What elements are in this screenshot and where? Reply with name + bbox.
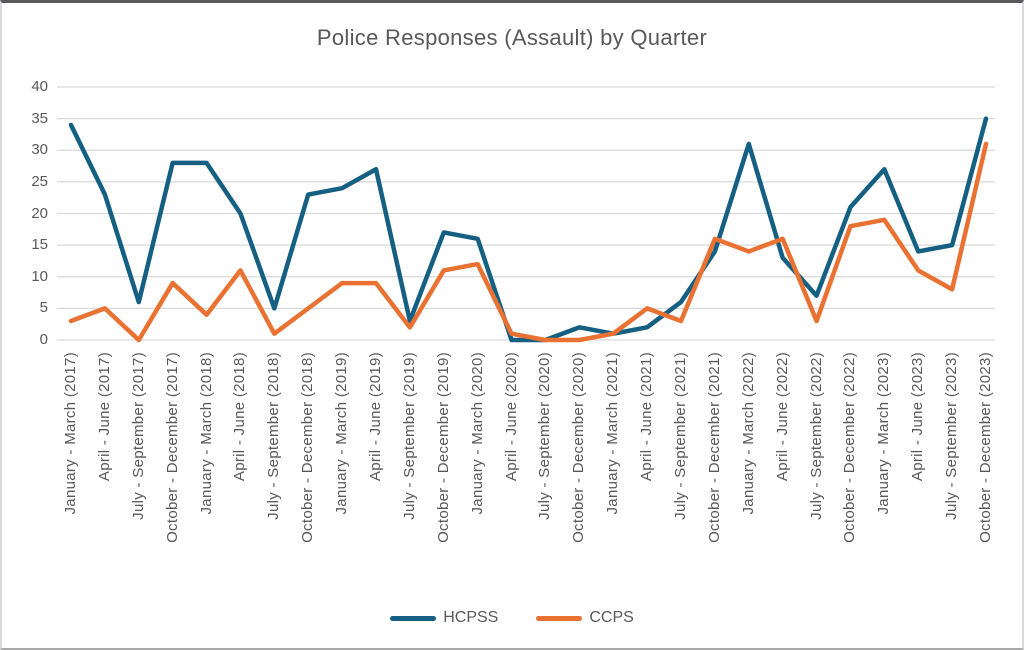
x-axis-label: January - March (2023) <box>875 352 893 515</box>
hcpss-line <box>68 116 989 343</box>
x-axis-label: October - December (2022) <box>841 352 859 543</box>
y-axis-tick-label: 10 <box>31 267 48 285</box>
x-axis-label: July - September (2022) <box>807 352 825 520</box>
x-axis-label: October - December (2018) <box>299 352 317 543</box>
x-axis-label: January - March (2022) <box>739 352 757 515</box>
x-axis-label: July - September (2018) <box>265 352 283 520</box>
chart-title: Police Responses (Assault) by Quarter <box>316 25 708 50</box>
x-axis-label: January - March (2019) <box>333 352 351 515</box>
x-axis-label: October - December (2021) <box>705 352 723 543</box>
x-axis-label: July - September (2021) <box>672 352 689 520</box>
y-axis-tick-label: 5 <box>39 299 48 317</box>
legend-item-ccps: CCPS <box>536 609 634 627</box>
y-axis-tick-label: 25 <box>31 172 48 190</box>
x-axis-label: October - December (2020) <box>570 352 588 543</box>
x-axis-label: July - September (2023) <box>943 352 961 520</box>
ccps-line <box>68 141 989 343</box>
legend-item-hcpss: HCPSS <box>390 609 498 627</box>
y-axis-tick-label: 0 <box>39 331 48 348</box>
plot-area <box>57 86 995 343</box>
ccps-line-swatch <box>536 615 583 621</box>
x-axis-label: October - December (2023) <box>977 352 994 543</box>
ccps-legend-label: CCPS <box>589 609 634 626</box>
hcpss-legend-label: HCPSS <box>443 609 499 626</box>
x-axis-label: April - June (2022) <box>773 352 791 482</box>
x-axis-label: January - March (2020) <box>468 352 486 515</box>
x-axis-label: July - September (2019) <box>400 352 418 520</box>
legend: HCPSS CCPS <box>2 609 1022 627</box>
x-axis-label: April - June (2023) <box>909 352 927 482</box>
x-axis-label: October - December (2019) <box>434 352 452 543</box>
y-axis-tick-label: 20 <box>31 204 48 222</box>
x-axis-label: January - March (2021) <box>604 352 622 515</box>
y-axis-tick-label: 40 <box>31 78 48 95</box>
hcpss-line-swatch <box>390 615 437 621</box>
y-axis-tick-label: 35 <box>31 109 48 127</box>
x-axis-label: July - September (2020) <box>536 352 554 520</box>
x-axis-label: October - December (2017) <box>163 352 181 543</box>
x-axis-label: April - June (2019) <box>367 352 384 482</box>
y-axis-tick-label: 30 <box>31 141 48 159</box>
x-axis-label: July - September (2017) <box>129 352 147 520</box>
x-axis-label: April - June (2020) <box>502 352 520 482</box>
x-axis-label: January - March (2018) <box>197 352 215 515</box>
y-axis-tick-label: 15 <box>31 236 48 254</box>
x-axis-label: April - June (2017) <box>95 352 113 482</box>
x-axis-label: April - June (2018) <box>231 352 249 482</box>
x-axis-label: April - June (2021) <box>638 352 656 482</box>
x-axis-label: January - March (2017) <box>62 352 79 515</box>
